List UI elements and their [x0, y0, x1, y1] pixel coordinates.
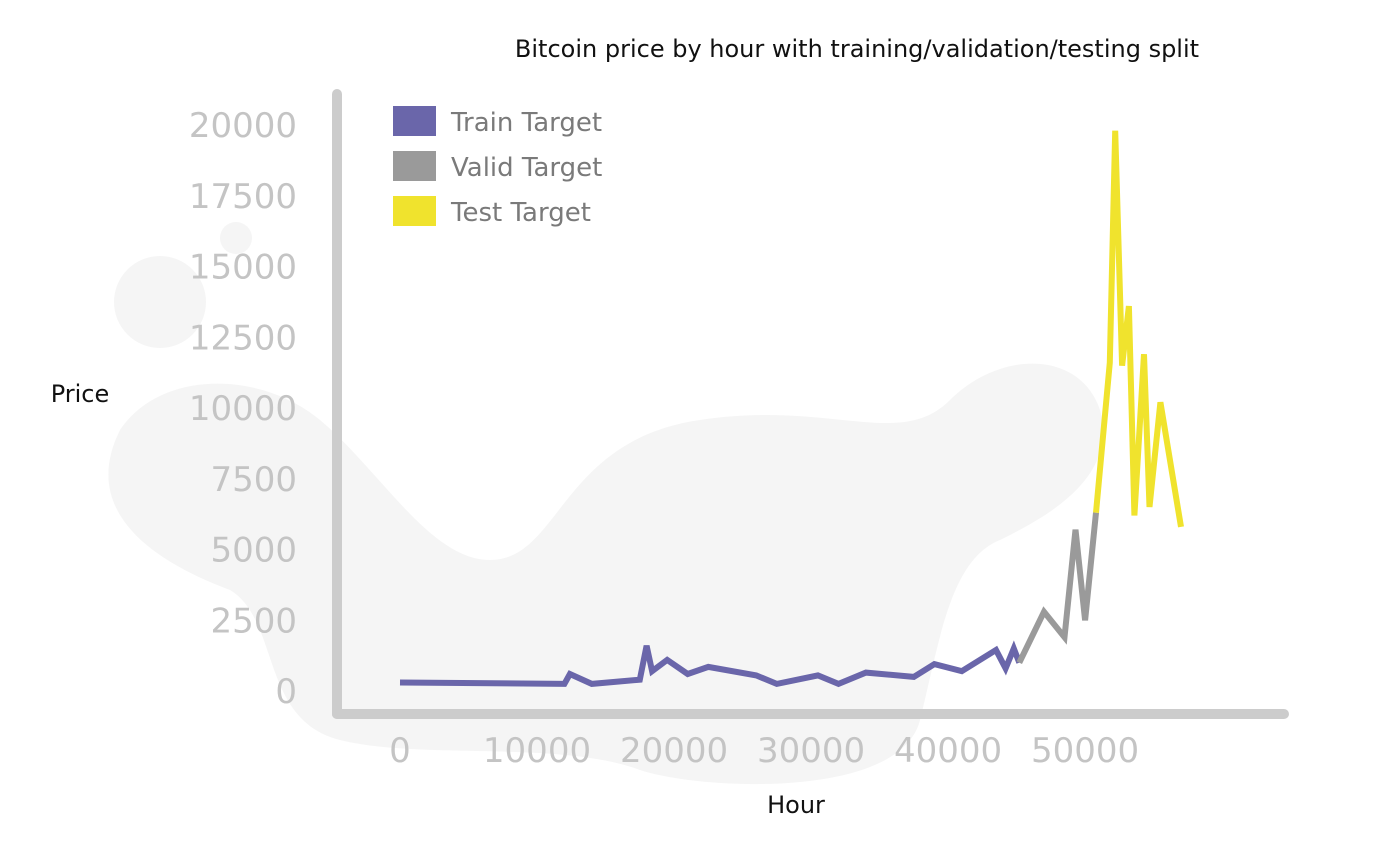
legend-swatch-train [393, 106, 436, 136]
series-line-train-target [399, 640, 1023, 688]
x-tick-label: 30000 [757, 731, 865, 771]
y-tick-label: 20000 [189, 106, 297, 146]
legend-label-test: Test Target [450, 198, 591, 228]
x-tick-label: 20000 [620, 731, 728, 771]
x-tick-labels: 0 10000 20000 30000 40000 50000 [389, 731, 1139, 771]
background-circle-small [220, 222, 252, 254]
y-tick-labels: 0 2500 5000 7500 10000 12500 15000 17500 20000 [189, 106, 297, 712]
y-tick-label: 5000 [210, 531, 297, 571]
background-circle-large [114, 256, 206, 348]
y-tick-label: 7500 [210, 460, 297, 500]
series-lines [399, 130, 1184, 688]
y-tick-label: 0 [275, 672, 297, 712]
chart-title: Bitcoin price by hour with training/vali… [515, 35, 1199, 63]
series-line-valid-target [1016, 512, 1099, 665]
y-axis-title: Price [51, 380, 110, 408]
legend-swatch-test [393, 196, 436, 226]
x-tick-label: 50000 [1031, 731, 1139, 771]
x-tick-label: 10000 [483, 731, 591, 771]
x-axis-title: Hour [767, 791, 825, 819]
y-tick-label: 17500 [189, 177, 297, 217]
y-tick-label: 2500 [210, 601, 297, 641]
x-tick-label: 0 [389, 731, 411, 771]
x-tick-label: 40000 [894, 731, 1002, 771]
legend-label-valid: Valid Target [451, 153, 602, 183]
background-decoration [108, 222, 1104, 785]
y-tick-label: 12500 [189, 318, 297, 358]
legend: Train Target Valid Target Test Target [393, 106, 602, 228]
series-line-test-target [1093, 130, 1184, 528]
y-tick-label: 15000 [189, 248, 297, 288]
y-tick-label: 10000 [189, 389, 297, 429]
legend-swatch-valid [393, 151, 436, 181]
legend-label-train: Train Target [450, 108, 602, 138]
